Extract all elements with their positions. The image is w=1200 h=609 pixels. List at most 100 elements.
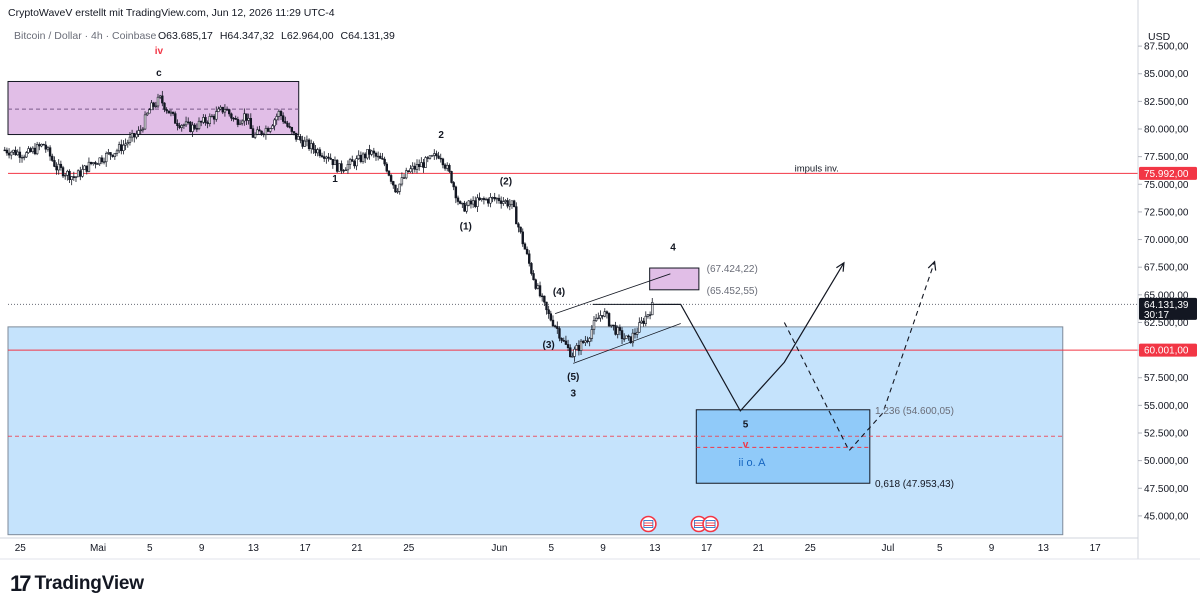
- candle-body: [469, 200, 473, 205]
- zone-demand: [7, 326, 1064, 536]
- candle-body: [7, 152, 11, 156]
- candle-body: [405, 170, 408, 179]
- candle-body: [115, 150, 119, 154]
- candle-body: [294, 132, 298, 140]
- candle-body: [346, 164, 350, 171]
- candle-body: [504, 200, 507, 202]
- candle-body: [81, 169, 84, 177]
- candle-body: [5, 149, 9, 154]
- candle-body: [594, 317, 598, 322]
- candle-body: [215, 111, 218, 120]
- candle-body: [184, 121, 188, 126]
- candle-body: [601, 315, 604, 317]
- candle-body: [543, 295, 546, 303]
- primary-projection-arrowhead: [836, 261, 845, 272]
- x-tick-label: 5: [937, 543, 943, 554]
- x-tick-label: 9: [989, 543, 995, 554]
- candle-body: [16, 151, 19, 156]
- candle-body: [651, 302, 654, 316]
- candle-body: [113, 152, 117, 157]
- candle-body: [437, 155, 440, 159]
- candle-body: [448, 165, 451, 172]
- candle-body: [310, 143, 313, 150]
- candle-body: [361, 153, 365, 162]
- x-tick-label: 17: [701, 543, 713, 554]
- candle-body: [368, 149, 371, 155]
- candle-body: [558, 328, 561, 339]
- candle-body: [271, 125, 274, 129]
- candle-body: [303, 140, 306, 147]
- x-tick-label: 13: [649, 543, 661, 554]
- candle-body: [208, 116, 212, 124]
- tradingview-logo-icon: 17: [10, 571, 32, 596]
- candle-body: [277, 111, 281, 117]
- candle-body: [269, 128, 272, 132]
- candle-body: [618, 327, 622, 331]
- candle-body: [521, 231, 524, 245]
- candle-body: [355, 158, 358, 167]
- candle-body: [553, 325, 557, 327]
- x-tick-label: 13: [248, 543, 260, 554]
- candle-body: [610, 324, 613, 327]
- candle-body: [18, 151, 22, 158]
- candle-body: [417, 164, 421, 168]
- candle-body: [46, 147, 50, 150]
- candle-body: [230, 113, 233, 119]
- candle-body: [335, 159, 339, 172]
- candle-body: [44, 144, 47, 150]
- candle-body: [635, 331, 639, 335]
- candle-body: [96, 163, 99, 165]
- candle-body: [189, 121, 192, 132]
- candle-body: [281, 115, 285, 122]
- y-tick-label: 65.000,00: [1144, 290, 1189, 301]
- o-value: 63.685,17: [166, 30, 213, 42]
- candle-body: [392, 181, 395, 186]
- candle-body: [290, 127, 294, 132]
- level-tag-impuls-text: 75.992,00: [1144, 169, 1189, 180]
- candle-body: [79, 170, 82, 177]
- candle-body: [387, 170, 391, 176]
- candle-body: [592, 320, 596, 330]
- candle-body: [642, 320, 645, 324]
- candle-body: [420, 162, 423, 168]
- candle-body: [577, 345, 581, 351]
- candle-body: [61, 167, 65, 177]
- candle-body: [191, 124, 194, 132]
- candle-body: [327, 156, 330, 159]
- candle-body: [221, 106, 224, 113]
- x-tick-label: 25: [403, 543, 415, 554]
- candle-body: [320, 155, 324, 157]
- candle-body: [491, 197, 494, 199]
- candles-layer: [3, 90, 654, 362]
- wave-label-3: 2: [438, 130, 444, 141]
- candle-body: [517, 223, 520, 228]
- candle-body: [38, 144, 41, 147]
- candle-body: [137, 130, 140, 135]
- candle-body: [523, 243, 527, 250]
- candle-body: [180, 125, 183, 128]
- candle-body: [240, 120, 244, 124]
- candle-body: [29, 148, 32, 152]
- candle-body: [161, 95, 164, 104]
- wave-label-0: iv: [155, 46, 164, 57]
- candle-body: [398, 183, 401, 192]
- candle-body: [55, 166, 58, 171]
- candle-body: [247, 118, 250, 121]
- candle-body: [260, 130, 263, 135]
- candle-body: [22, 156, 26, 159]
- candle-body: [89, 161, 93, 165]
- tradingview-logo[interactable]: 17 TradingView: [10, 571, 144, 597]
- candle-body: [564, 340, 568, 345]
- candle-body: [42, 143, 45, 146]
- candle-body: [232, 117, 235, 120]
- candle-body: [333, 159, 337, 166]
- candle-body: [117, 144, 121, 152]
- y-tick-label: 80.000,00: [1144, 125, 1189, 136]
- x-tick-label: 5: [548, 543, 554, 554]
- candle-body: [411, 165, 414, 170]
- candle-body: [538, 285, 542, 297]
- candle-body: [225, 109, 229, 111]
- candle-body: [435, 153, 438, 157]
- candle-body: [169, 111, 173, 114]
